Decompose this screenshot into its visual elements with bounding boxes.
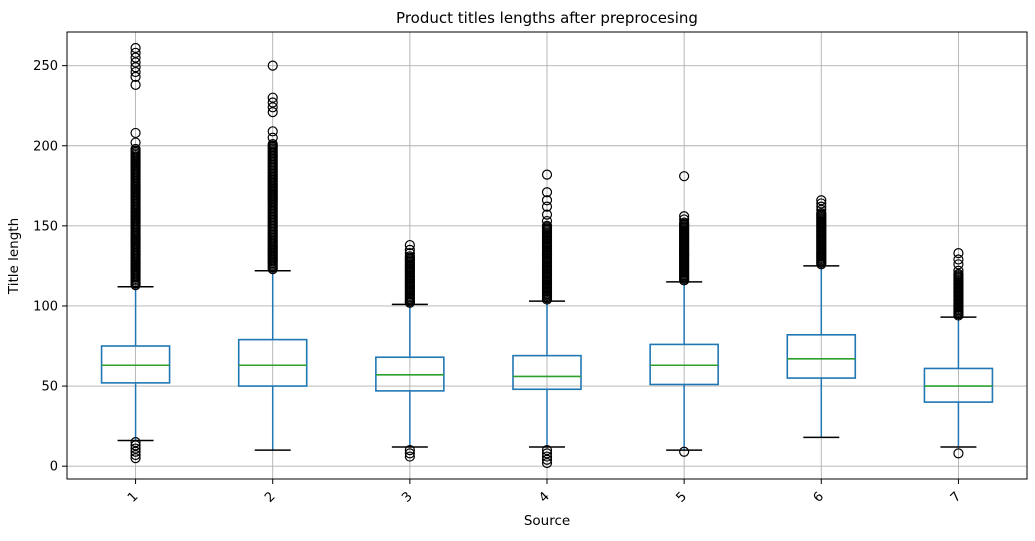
outlier-point — [267, 92, 278, 103]
outlier-point — [953, 247, 964, 259]
outlier-point — [130, 137, 141, 148]
y-axis-label: Title length — [6, 218, 22, 295]
outlier-point — [541, 169, 553, 180]
outlier-point — [404, 239, 415, 251]
y-tick-label: 150 — [33, 219, 58, 234]
outlier-point — [541, 451, 553, 462]
y-tick-label: 250 — [33, 59, 58, 74]
outlier-point — [679, 214, 690, 225]
outlier-point — [130, 66, 141, 78]
outlier-point — [130, 47, 141, 58]
x-axis-label: Source — [524, 513, 570, 529]
box-source-7 — [923, 367, 994, 403]
y-tick-label: 0 — [50, 460, 58, 475]
box-source-5 — [649, 343, 719, 386]
outlier-point — [130, 453, 141, 464]
outlier-point — [404, 451, 415, 462]
outlier-point — [816, 195, 827, 206]
outlier-point — [130, 57, 141, 68]
outlier-point — [816, 207, 827, 219]
outlier-point — [541, 209, 553, 220]
outlier-point — [679, 171, 690, 182]
outlier-point — [267, 139, 278, 150]
x-tick-label: 6 — [811, 489, 827, 505]
outlier-point — [541, 220, 553, 231]
outlier-point — [541, 215, 553, 227]
outlier-point — [541, 445, 553, 456]
outlier-point — [267, 102, 278, 113]
outlier-point — [404, 445, 415, 456]
outlier-point — [541, 454, 553, 465]
outlier-point — [130, 42, 141, 54]
outlier-point — [130, 143, 141, 155]
outlier-point — [953, 259, 964, 270]
outlier-point — [541, 195, 553, 206]
outlier-point — [953, 254, 964, 265]
box-source-6 — [786, 334, 857, 379]
outlier-point — [130, 440, 141, 451]
x-tick-label: 4 — [536, 489, 552, 505]
box-source-2 — [237, 338, 308, 387]
outlier-point — [130, 127, 141, 139]
y-tick-label: 50 — [41, 380, 58, 395]
outlier-point — [130, 79, 141, 90]
y-tick-label: 100 — [33, 300, 58, 315]
outlier-point — [130, 437, 141, 448]
x-tick-label: 2 — [262, 489, 278, 505]
outlier-point — [953, 265, 964, 276]
x-tick-label: 3 — [399, 489, 415, 505]
x-tick-label: 1 — [125, 489, 141, 505]
x-tick-label: 5 — [674, 489, 690, 505]
outlier-point — [541, 187, 553, 198]
outlier-point — [404, 247, 415, 259]
outlier-point — [541, 457, 553, 469]
outlier-point — [130, 443, 141, 454]
outlier-point — [816, 204, 827, 215]
outlier-point — [679, 217, 690, 228]
outlier-point — [130, 446, 141, 457]
outlier-point — [404, 244, 415, 255]
outlier-point — [541, 201, 553, 212]
outlier-point — [130, 449, 141, 461]
box-source-4 — [512, 354, 582, 391]
outlier-point — [267, 97, 278, 108]
outlier-point — [404, 448, 415, 459]
outlier-point — [679, 211, 690, 222]
outlier-point — [267, 132, 278, 143]
outlier-point — [816, 198, 827, 209]
outlier-point — [267, 126, 278, 137]
outlier-point — [953, 268, 964, 280]
outlier-point — [953, 448, 964, 459]
plot-area: 0 50 100 150 200 250 1 2 3 4 5 6 7 — [33, 31, 1028, 506]
outlier-point — [404, 251, 415, 262]
chart-title: Product titles lengths after preprocesin… — [396, 9, 698, 27]
y-tick-label: 200 — [33, 139, 58, 154]
box-source-3 — [375, 356, 445, 392]
x-tick-label: 7 — [948, 489, 964, 505]
outlier-point — [541, 448, 553, 459]
outlier-point — [816, 201, 827, 212]
outlier-point — [679, 446, 690, 457]
outlier-point — [267, 60, 278, 71]
outlier-point — [267, 107, 278, 118]
outlier-point — [130, 62, 141, 73]
outlier-point — [130, 71, 141, 82]
outlier-point — [130, 52, 141, 63]
box-source-1 — [100, 345, 171, 384]
